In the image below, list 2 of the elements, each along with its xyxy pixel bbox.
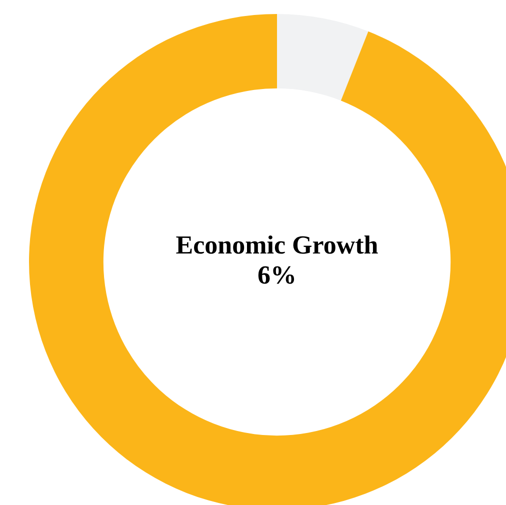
- text: Economic Growth: [176, 230, 379, 260]
- text: 6%: [258, 260, 296, 290]
